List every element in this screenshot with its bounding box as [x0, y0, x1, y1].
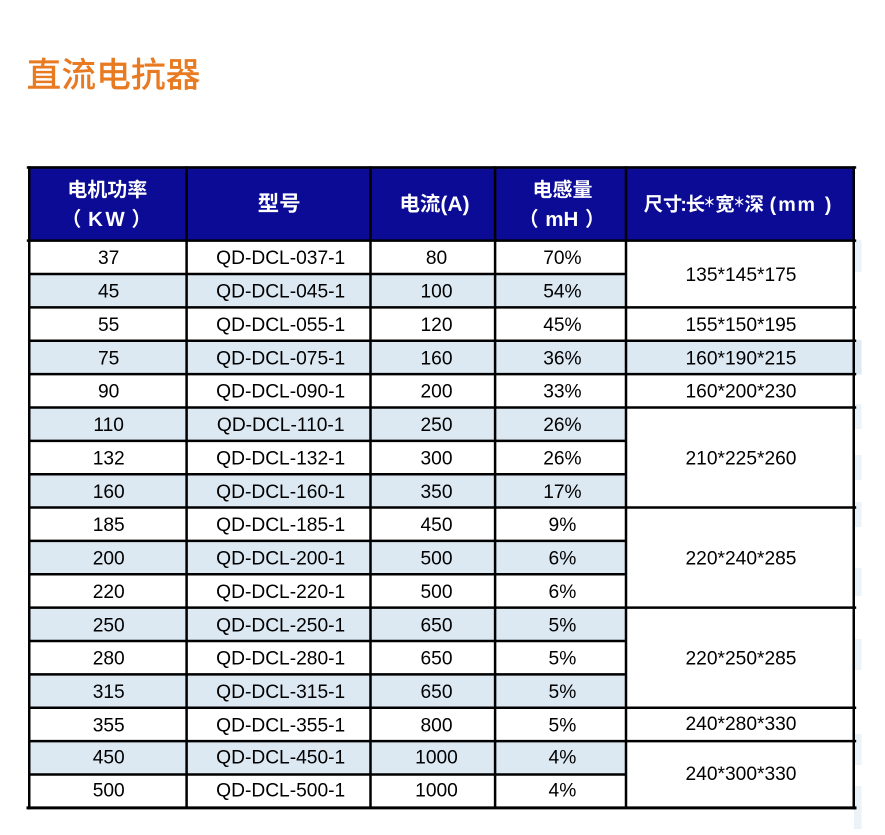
svg-text:500: 500	[93, 781, 125, 802]
svg-text:45: 45	[98, 282, 119, 303]
svg-text:5%: 5%	[549, 682, 577, 703]
svg-text:315: 315	[93, 682, 125, 703]
svg-text:80: 80	[426, 248, 447, 269]
svg-text:QD-DCL-090-1: QD-DCL-090-1	[216, 382, 345, 403]
svg-text:9%: 9%	[549, 515, 577, 536]
svg-text:QD-DCL-250-1: QD-DCL-250-1	[216, 615, 345, 636]
svg-text:220*240*285: 220*240*285	[686, 549, 797, 570]
svg-text:220: 220	[93, 582, 125, 603]
svg-text:220*250*285: 220*250*285	[686, 649, 797, 670]
svg-text:110: 110	[93, 415, 124, 436]
svg-text:450: 450	[420, 515, 452, 536]
svg-text:QD-DCL-132-1: QD-DCL-132-1	[216, 448, 345, 469]
svg-text:QD-DCL-110-1: QD-DCL-110-1	[217, 415, 345, 436]
svg-text:55: 55	[98, 315, 119, 336]
svg-text:75: 75	[98, 348, 119, 369]
svg-text:240*280*330: 240*280*330	[686, 714, 797, 735]
svg-text:200: 200	[93, 549, 125, 570]
svg-text:37: 37	[98, 248, 119, 269]
svg-text:QD-DCL-045-1: QD-DCL-045-1	[216, 282, 345, 303]
svg-text:QD-DCL-450-1: QD-DCL-450-1	[216, 747, 345, 768]
svg-text:160: 160	[420, 348, 452, 369]
svg-text:250: 250	[420, 415, 452, 436]
svg-text:90: 90	[98, 382, 119, 403]
svg-text:355: 355	[93, 715, 125, 736]
svg-text:250: 250	[93, 615, 125, 636]
svg-text:1000: 1000	[415, 781, 458, 802]
svg-text:135*145*175: 135*145*175	[686, 265, 797, 286]
svg-text:500: 500	[420, 549, 452, 570]
svg-text:6%: 6%	[549, 582, 577, 603]
svg-text:300: 300	[420, 448, 452, 469]
svg-text:650: 650	[420, 649, 452, 670]
svg-text:45%: 45%	[543, 315, 581, 336]
svg-text:17%: 17%	[543, 482, 581, 503]
svg-text:120: 120	[420, 315, 452, 336]
svg-text:QD-DCL-280-1: QD-DCL-280-1	[216, 649, 345, 670]
svg-text:160*200*230: 160*200*230	[686, 382, 797, 403]
svg-text:QD-DCL-160-1: QD-DCL-160-1	[216, 482, 345, 503]
svg-text:240*300*330: 240*300*330	[686, 764, 797, 785]
svg-text:350: 350	[420, 482, 452, 503]
svg-text:185: 185	[93, 515, 125, 536]
svg-text:800: 800	[420, 715, 452, 736]
svg-text:450: 450	[93, 747, 125, 768]
svg-text:4%: 4%	[549, 747, 577, 768]
svg-text:5%: 5%	[549, 615, 577, 636]
svg-text:QD-DCL-075-1: QD-DCL-075-1	[216, 348, 345, 369]
svg-text:33%: 33%	[543, 382, 581, 403]
svg-text:QD-DCL-355-1: QD-DCL-355-1	[216, 715, 345, 736]
svg-text:5%: 5%	[549, 649, 577, 670]
svg-text:26%: 26%	[543, 448, 581, 469]
svg-text:QD-DCL-220-1: QD-DCL-220-1	[216, 582, 345, 603]
svg-text:650: 650	[420, 615, 452, 636]
svg-text:500: 500	[420, 582, 452, 603]
svg-text:200: 200	[420, 382, 452, 403]
svg-text:26%: 26%	[543, 415, 581, 436]
svg-text:54%: 54%	[543, 282, 581, 303]
svg-text:36%: 36%	[543, 348, 581, 369]
svg-text:100: 100	[420, 282, 452, 303]
svg-text:6%: 6%	[549, 549, 577, 570]
svg-text:QD-DCL-185-1: QD-DCL-185-1	[216, 515, 345, 536]
svg-text:QD-DCL-315-1: QD-DCL-315-1	[216, 682, 345, 703]
svg-text:155*150*195: 155*150*195	[686, 315, 797, 336]
svg-text:160*190*215: 160*190*215	[686, 348, 797, 369]
svg-text:1000: 1000	[415, 747, 458, 768]
svg-text:QD-DCL-055-1: QD-DCL-055-1	[216, 315, 345, 336]
svg-text:280: 280	[93, 649, 125, 670]
svg-text:210*225*260: 210*225*260	[686, 448, 797, 469]
svg-text:QD-DCL-200-1: QD-DCL-200-1	[216, 549, 345, 570]
svg-text:160: 160	[93, 482, 125, 503]
svg-text:70%: 70%	[543, 248, 581, 269]
svg-text:QD-DCL-500-1: QD-DCL-500-1	[216, 781, 345, 802]
svg-text:132: 132	[93, 448, 125, 469]
svg-text:4%: 4%	[549, 781, 577, 802]
svg-text:5%: 5%	[549, 715, 577, 736]
svg-text:QD-DCL-037-1: QD-DCL-037-1	[216, 248, 345, 269]
svg-text:650: 650	[420, 682, 452, 703]
